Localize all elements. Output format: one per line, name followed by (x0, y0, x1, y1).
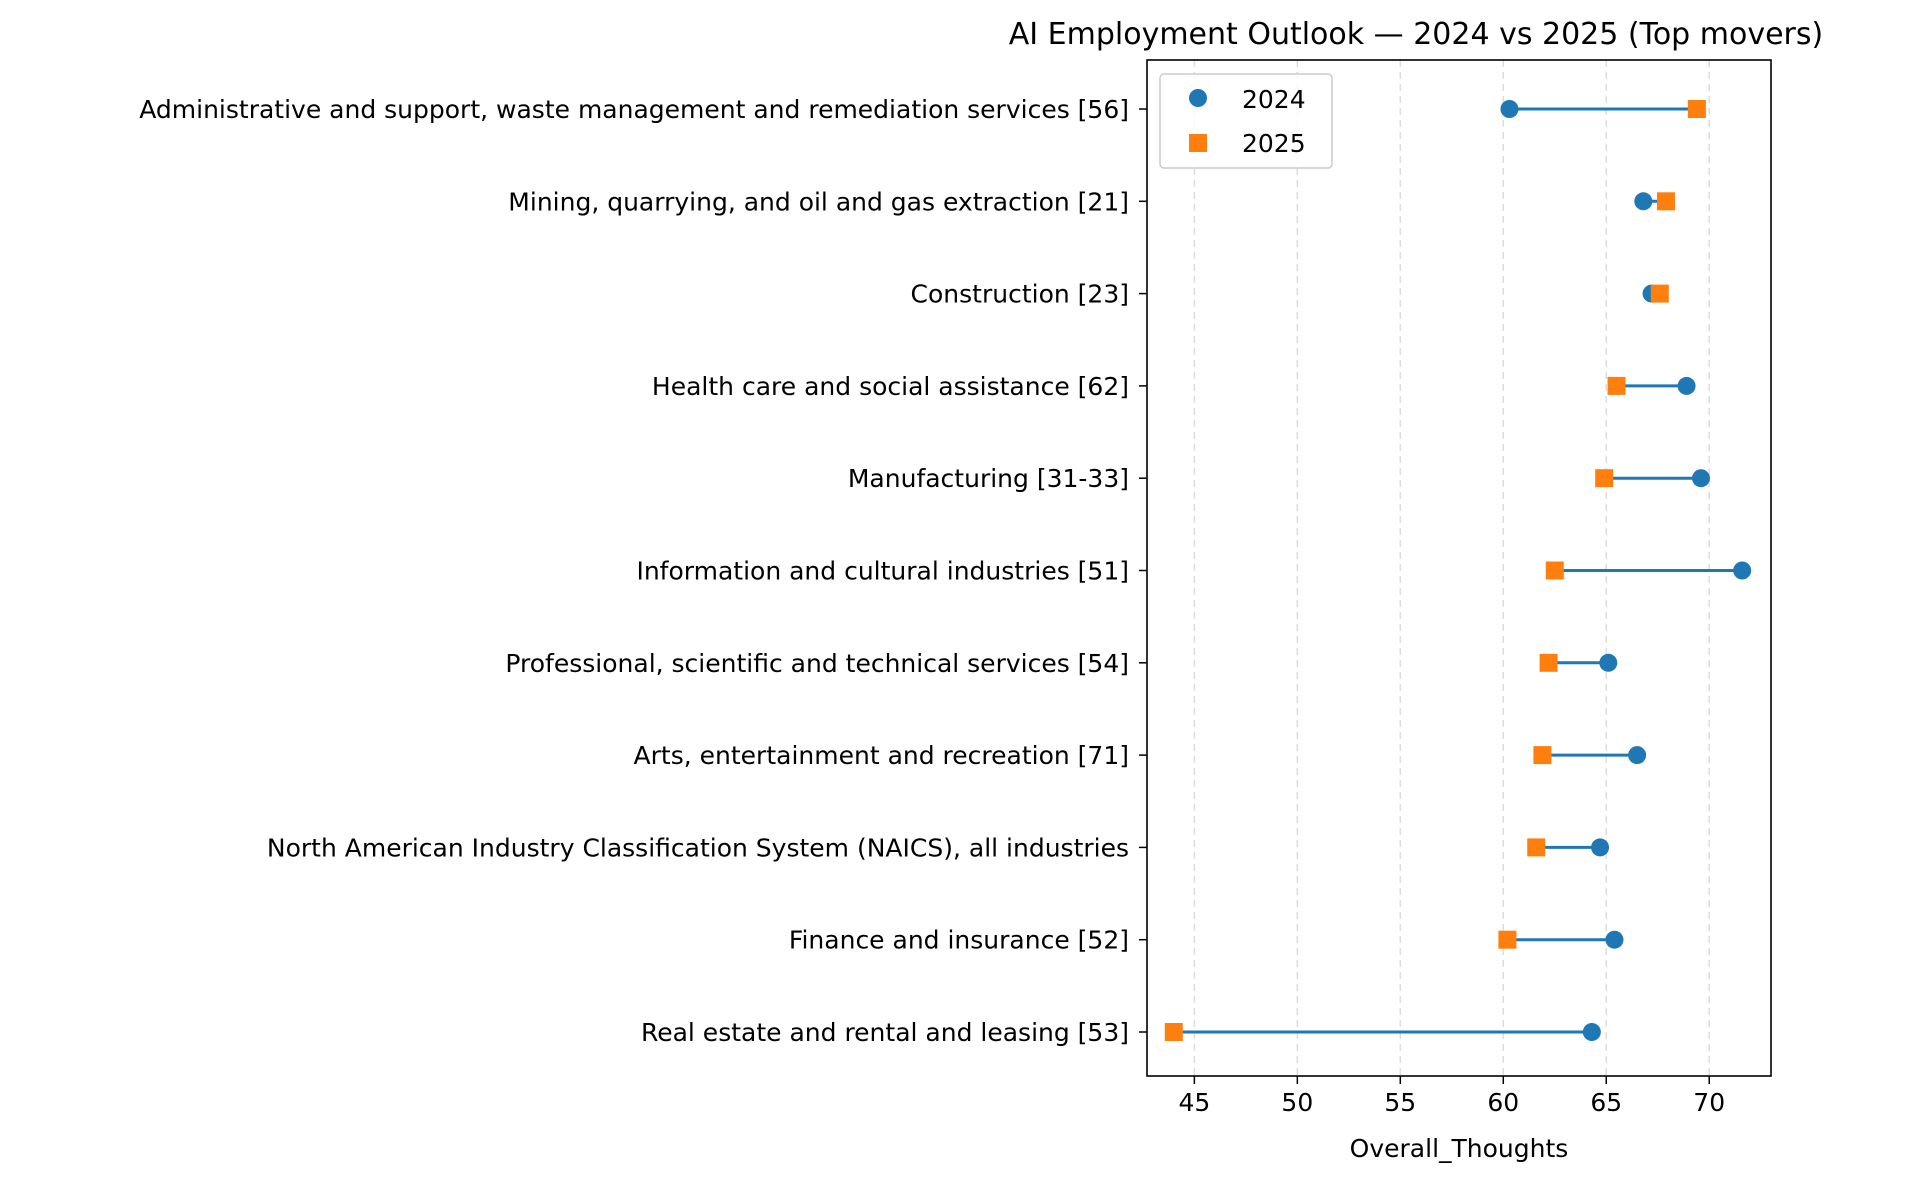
x-tick-label: 55 (1384, 1088, 1416, 1117)
y-tick-label: Manufacturing [31-33] (848, 464, 1129, 493)
point-2025 (1545, 561, 1564, 580)
legend-marker-2025 (1189, 134, 1207, 152)
point-2025 (1539, 653, 1558, 672)
point-2024 (1605, 930, 1624, 949)
connector-lines (1173, 107, 1743, 1034)
point-2025 (1595, 469, 1614, 488)
legend-label-2025: 2025 (1242, 129, 1306, 158)
y-tick-label: Information and cultural industries [51] (636, 557, 1129, 586)
point-2025 (1533, 746, 1552, 765)
y-tick-label: Construction [23] (911, 280, 1129, 309)
point-2024 (1591, 838, 1610, 857)
y-tick-label: Arts, entertainment and recreation [71] (634, 741, 1129, 770)
x-tick-label: 70 (1693, 1088, 1725, 1117)
chart-title: AI Employment Outlook — 2024 vs 2025 (To… (1009, 17, 1823, 52)
x-tick-label: 60 (1487, 1088, 1519, 1117)
point-2025 (1650, 284, 1669, 303)
point-2025 (1656, 192, 1675, 211)
y-tick-label: Mining, quarrying, and oil and gas extra… (508, 187, 1129, 216)
point-2025 (1164, 1023, 1183, 1041)
data-markers (1164, 100, 1752, 1041)
plot-frame (1146, 59, 1772, 1077)
legend-label-2024: 2024 (1242, 85, 1306, 114)
point-2024 (1634, 192, 1653, 211)
legend-marker-2024 (1189, 89, 1207, 107)
point-2025 (1687, 100, 1706, 118)
point-2025 (1607, 376, 1626, 395)
point-2024 (1599, 653, 1618, 672)
y-tick-label: Finance and insurance [52] (789, 926, 1129, 955)
legend: 2024 2025 (1159, 73, 1333, 169)
y-axis: Administrative and support, waste manage… (139, 95, 1147, 1047)
point-2024 (1677, 376, 1696, 395)
x-tick-label: 50 (1281, 1088, 1313, 1117)
point-2025 (1527, 838, 1546, 857)
point-2024 (1582, 1023, 1601, 1041)
x-tick-label: 45 (1178, 1088, 1210, 1117)
point-2024 (1628, 746, 1647, 765)
grid-lines (1193, 60, 1710, 1076)
y-tick-label: Administrative and support, waste manage… (139, 95, 1129, 124)
point-2024 (1733, 561, 1752, 580)
x-axis-label: Overall_Thoughts (1350, 1134, 1569, 1163)
x-axis: 45 50 55 60 65 70 (1178, 1076, 1725, 1117)
point-2024 (1500, 100, 1519, 118)
point-2025 (1498, 930, 1517, 949)
point-2024 (1691, 469, 1710, 488)
x-tick-label: 65 (1590, 1088, 1622, 1117)
y-tick-label: North American Industry Classification S… (267, 833, 1129, 862)
y-tick-label: Real estate and rental and leasing [53] (641, 1018, 1129, 1047)
y-tick-label: Health care and social assistance [62] (652, 372, 1129, 401)
y-tick-label: Professional, scientific and technical s… (505, 649, 1129, 678)
